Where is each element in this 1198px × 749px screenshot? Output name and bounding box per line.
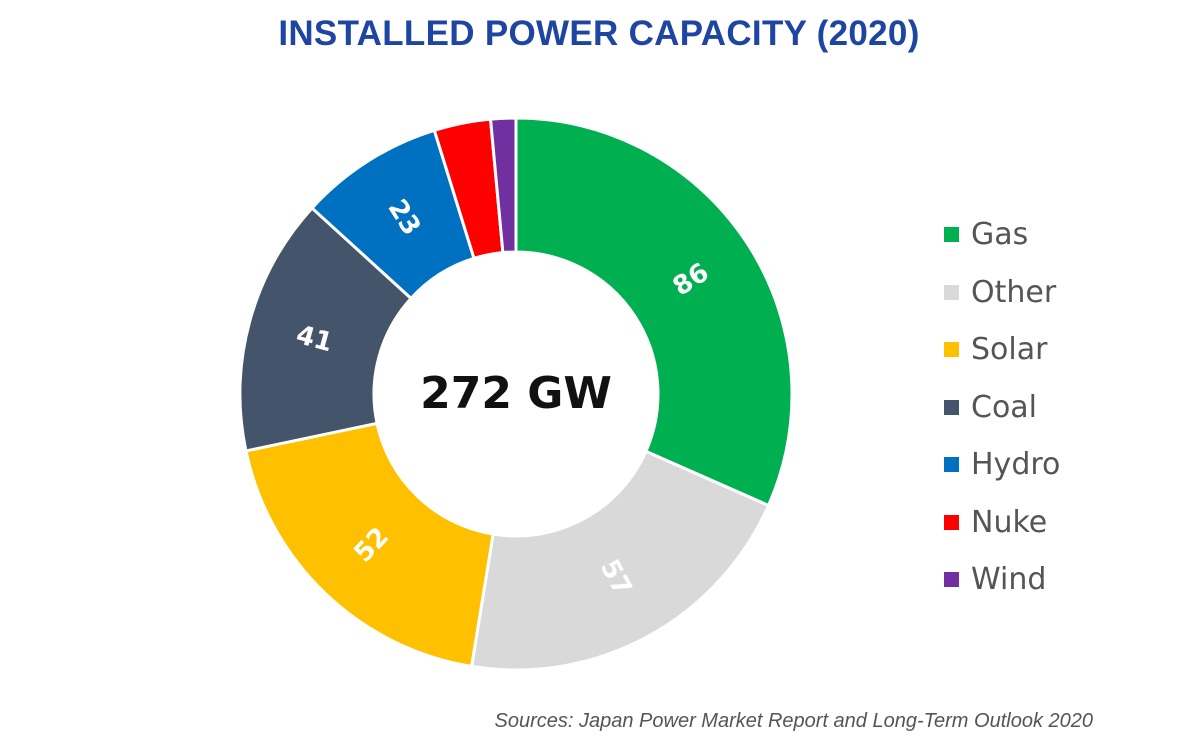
chart-title: INSTALLED POWER CAPACITY (2020) — [278, 14, 920, 53]
legend-label: Other — [971, 274, 1057, 310]
legend-item-gas: Gas — [944, 206, 1060, 264]
legend-label: Hydro — [971, 447, 1061, 483]
center-total-label: 272 GW — [420, 368, 612, 419]
legend-item-coal: Coal — [944, 379, 1060, 437]
slice-other — [469, 449, 771, 672]
chart-legend: Gas Other Solar Coal Hydro Nuke Wind — [944, 206, 1060, 609]
legend-swatch — [944, 342, 959, 358]
legend-item-wind: Wind — [944, 551, 1060, 609]
legend-label: Wind — [971, 562, 1047, 598]
slice-wind — [488, 116, 518, 255]
legend-swatch — [944, 572, 959, 588]
legend-label: Gas — [971, 217, 1029, 253]
legend-label: Solar — [971, 332, 1048, 368]
slice-gas — [514, 116, 794, 508]
legend-swatch — [944, 457, 959, 473]
slice-coal — [238, 205, 414, 453]
legend-item-solar: Solar — [944, 321, 1060, 379]
legend-label: Nuke — [971, 504, 1048, 540]
legend-item-other: Other — [944, 264, 1060, 322]
source-note: Sources: Japan Power Market Report and L… — [494, 710, 1093, 732]
donut-slices — [238, 116, 794, 672]
legend-swatch — [944, 399, 959, 415]
legend-swatch — [944, 284, 959, 300]
slice-solar — [244, 421, 495, 669]
legend-swatch — [944, 227, 959, 243]
legend-item-nuke: Nuke — [944, 494, 1060, 552]
legend-swatch — [944, 514, 959, 530]
legend-label: Coal — [971, 389, 1038, 425]
legend-item-hydro: Hydro — [944, 436, 1060, 494]
